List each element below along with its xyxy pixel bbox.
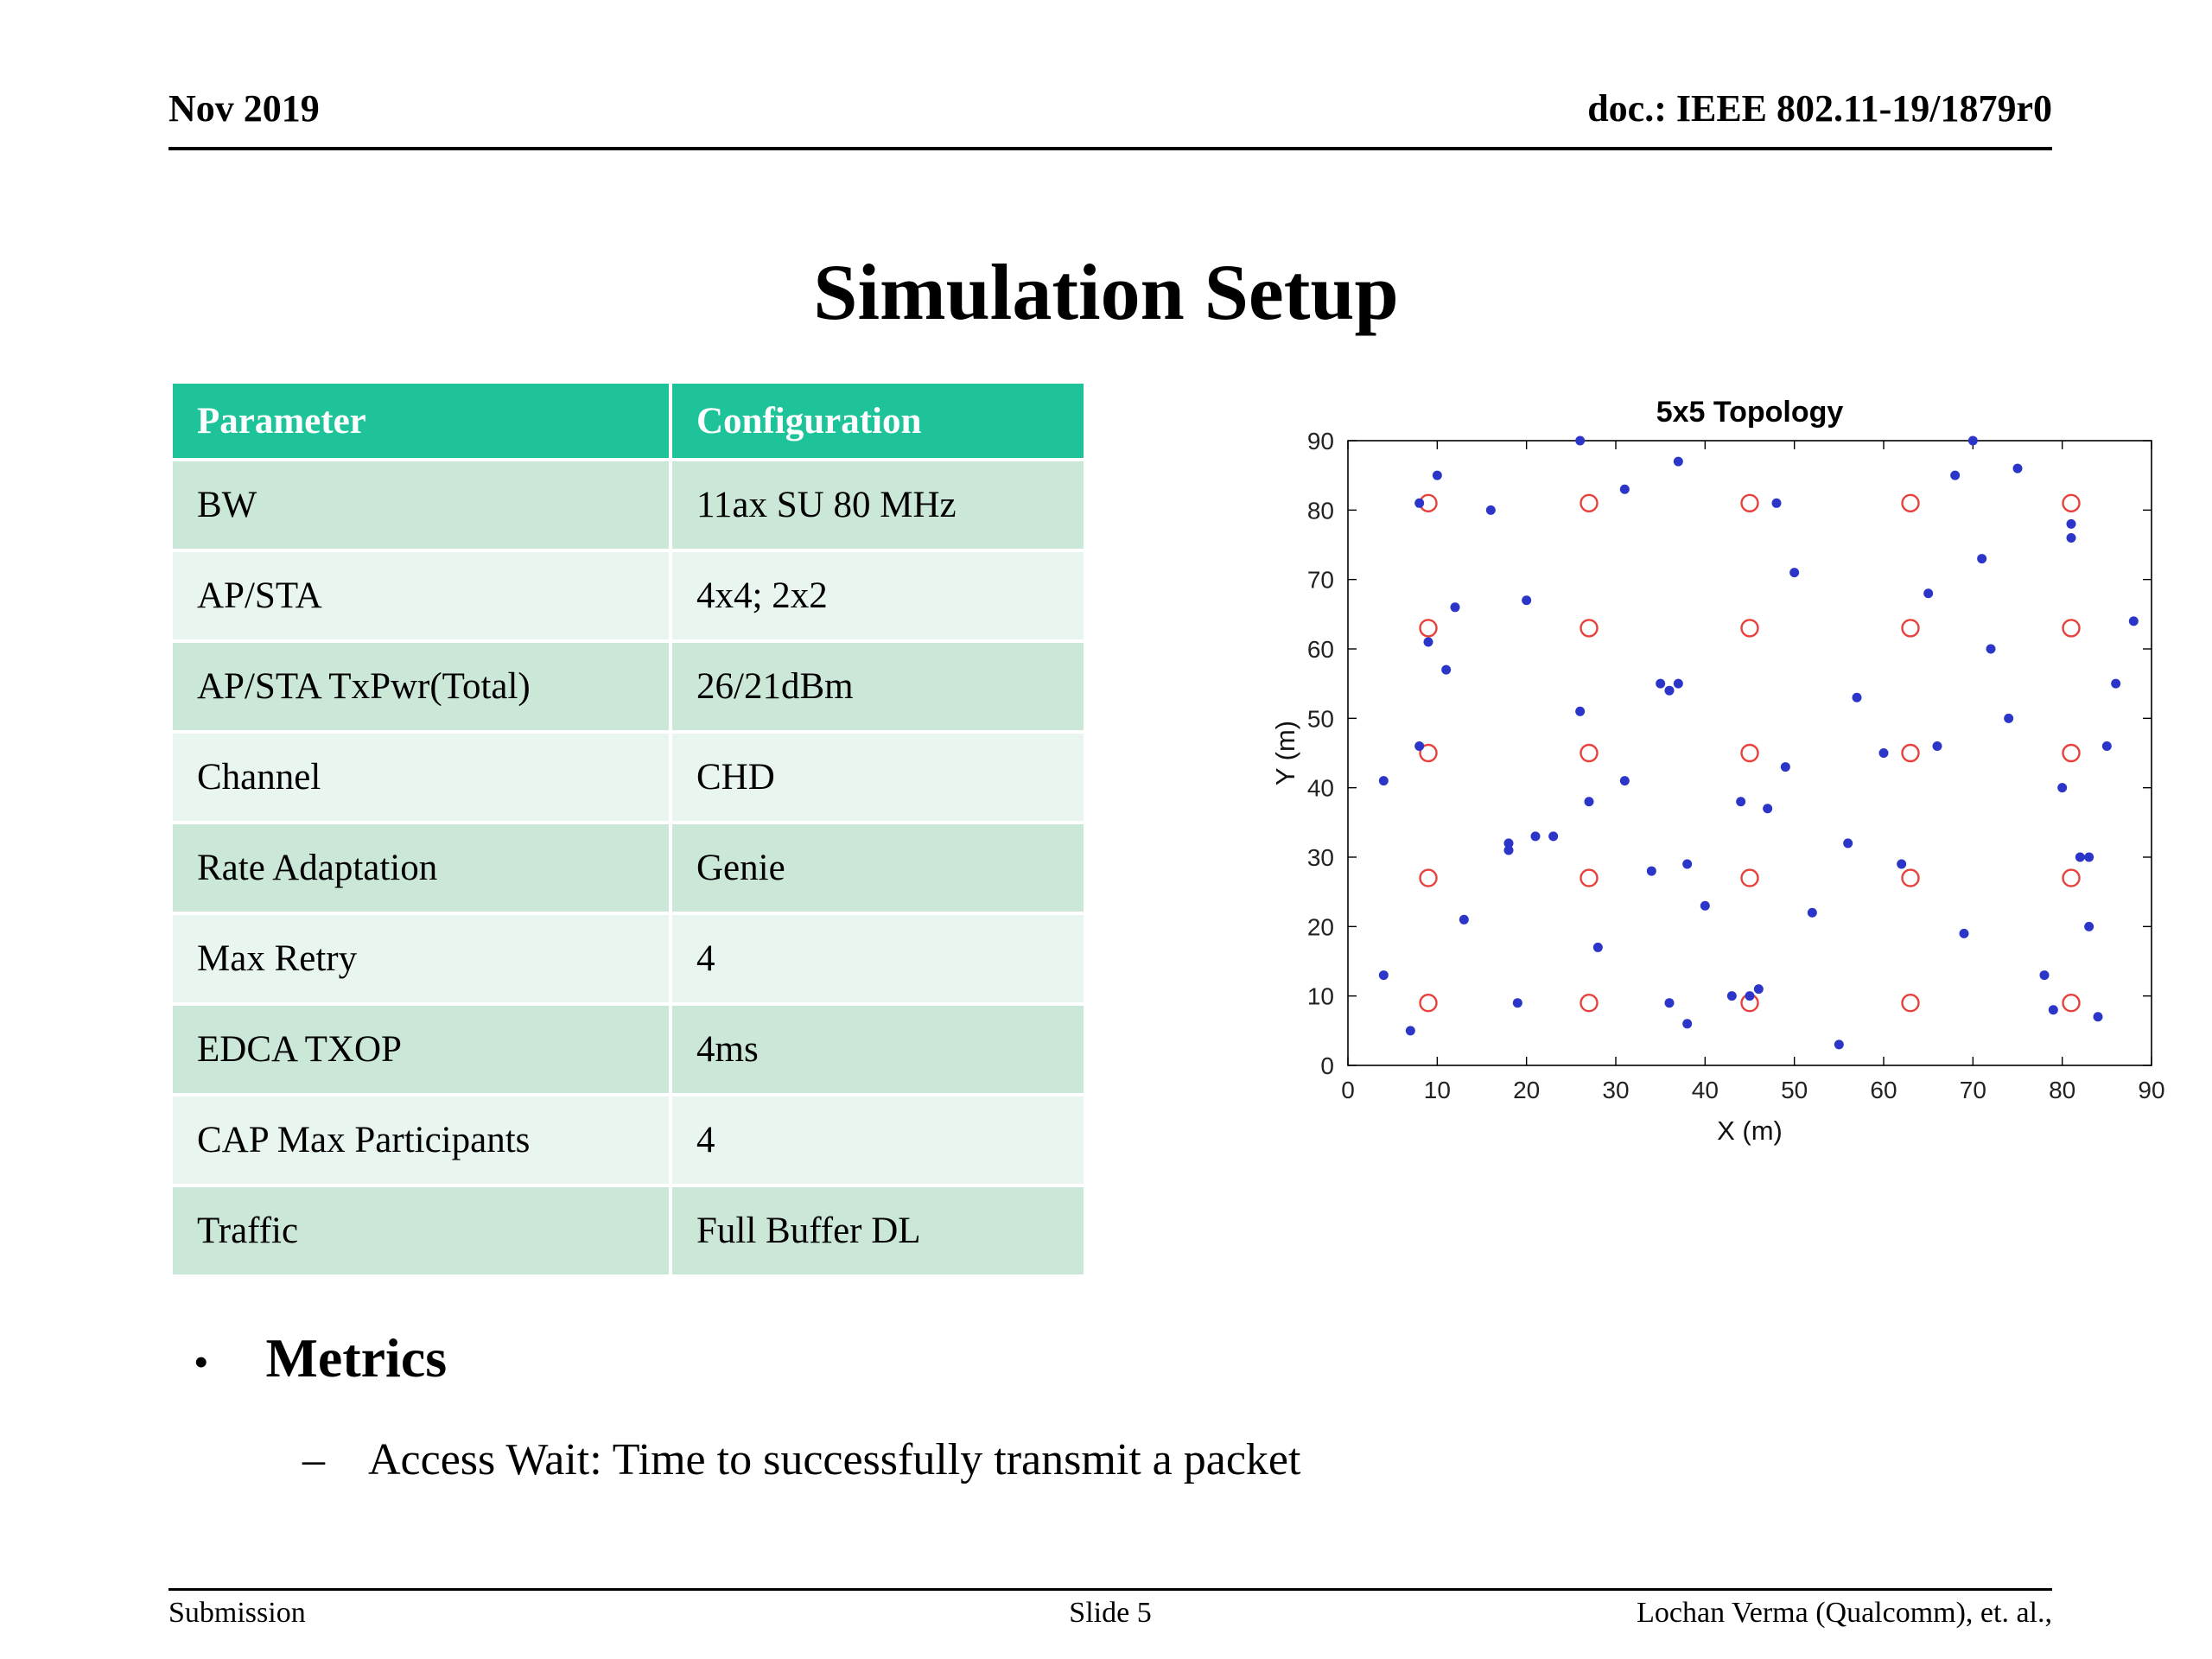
configuration-cell: 26/21dBm [669, 639, 1087, 734]
header-rule [168, 147, 2052, 150]
svg-text:40: 40 [1307, 775, 1334, 802]
svg-text:10: 10 [1307, 983, 1334, 1010]
svg-text:30: 30 [1602, 1077, 1629, 1103]
configuration-cell: CHD [669, 730, 1087, 824]
svg-text:60: 60 [1307, 636, 1334, 663]
parameter-cell: Channel [169, 730, 672, 824]
topology-chart: 0 10 20 30 40 50 60 70 80 90 0 10 20 30 40 50 60 70 80 90 5x… [1257, 387, 2182, 1173]
svg-text:Y (m): Y (m) [1270, 721, 1300, 785]
table-row: EDCA TXOP 4ms [169, 1002, 1087, 1096]
table-row: Channel CHD [169, 730, 1087, 824]
table-header-row: Parameter Configuration [169, 380, 1087, 461]
svg-text:40: 40 [1692, 1077, 1719, 1103]
header-doc-id: doc.: IEEE 802.11-19/1879r0 [1587, 87, 2052, 130]
configuration-cell: 4 [669, 1093, 1087, 1187]
configuration-cell: Full Buffer DL [669, 1184, 1087, 1278]
column-header-configuration: Configuration [669, 380, 1087, 461]
svg-text:90: 90 [2138, 1077, 2164, 1103]
slide-header: Nov 2019 doc.: IEEE 802.11-19/1879r0 [168, 86, 2052, 130]
page-title: Simulation Setup [813, 248, 1399, 336]
svg-text:X (m): X (m) [1717, 1116, 1783, 1146]
svg-text:60: 60 [1870, 1077, 1897, 1103]
table-row: Max Retry 4 [169, 912, 1087, 1006]
metrics-sub-text: Access Wait: Time to successfully transm… [368, 1435, 1301, 1484]
metrics-sub-bullet: – Access Wait: Time to successfully tran… [302, 1434, 1300, 1485]
table-row: BW 11ax SU 80 MHz [169, 458, 1087, 552]
svg-text:30: 30 [1307, 844, 1334, 871]
svg-text:70: 70 [1960, 1077, 1986, 1103]
svg-text:80: 80 [1307, 497, 1334, 524]
parameter-cell: Max Retry [169, 912, 672, 1006]
configuration-cell: 4x4; 2x2 [669, 549, 1087, 643]
header-date: Nov 2019 [168, 87, 320, 130]
table-row: Traffic Full Buffer DL [169, 1184, 1087, 1278]
parameter-cell: CAP Max Participants [169, 1093, 672, 1187]
dash-glyph: – [302, 1435, 325, 1484]
svg-text:5x5 Topology: 5x5 Topology [1656, 396, 1844, 429]
svg-text:50: 50 [1781, 1077, 1808, 1103]
footer-rule [168, 1588, 2052, 1591]
svg-text:0: 0 [1341, 1077, 1355, 1103]
svg-text:20: 20 [1307, 913, 1334, 940]
parameter-cell: Traffic [169, 1184, 672, 1278]
bullet-glyph: • [194, 1338, 209, 1386]
configuration-cell: 11ax SU 80 MHz [669, 458, 1087, 552]
svg-text:90: 90 [1307, 428, 1334, 454]
svg-text:50: 50 [1307, 705, 1334, 732]
table-row: Rate Adaptation Genie [169, 821, 1087, 915]
table-row: CAP Max Participants 4 [169, 1093, 1087, 1187]
footer-authors: Lochan Verma (Qualcomm), et. al., [1637, 1597, 2052, 1629]
topology-scatter-plot: 0 10 20 30 40 50 60 70 80 90 0 10 20 30 40 50 60 70 80 90 5x… [1270, 396, 2165, 1146]
parameter-cell: BW [169, 458, 672, 552]
parameter-cell: Rate Adaptation [169, 821, 672, 915]
configuration-cell: Genie [669, 821, 1087, 915]
configuration-cell: 4 [669, 912, 1087, 1006]
metrics-heading: Metrics [265, 1327, 448, 1389]
parameter-cell: AP/STA [169, 549, 672, 643]
svg-text:0: 0 [1320, 1052, 1334, 1079]
table-row: AP/STA 4x4; 2x2 [169, 549, 1087, 643]
svg-text:70: 70 [1307, 567, 1334, 594]
footer-slide-number: Slide 5 [1069, 1597, 1152, 1629]
configuration-cell: 4ms [669, 1002, 1087, 1096]
parameters-table: Parameter Configuration BW 11ax SU 80 MHz… [169, 380, 1087, 1278]
svg-text:10: 10 [1424, 1077, 1451, 1103]
parameter-cell: AP/STA TxPwr(Total) [169, 639, 672, 734]
table-row: AP/STA TxPwr(Total) 26/21dBm [169, 639, 1087, 734]
metrics-bullet: • Metrics [194, 1326, 447, 1390]
svg-text:20: 20 [1513, 1077, 1540, 1103]
svg-text:80: 80 [2049, 1077, 2075, 1103]
footer-submission: Submission [168, 1597, 306, 1629]
parameter-cell: EDCA TXOP [169, 1002, 672, 1096]
column-header-parameter: Parameter [169, 380, 672, 461]
